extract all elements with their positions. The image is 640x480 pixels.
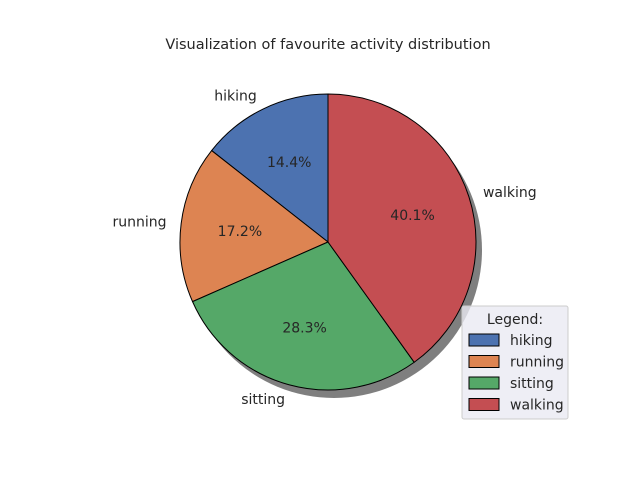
legend-swatch-hiking: [468, 333, 500, 347]
percent-label-hiking: 14.4%: [267, 155, 311, 171]
slice-running: [179, 150, 329, 303]
legend-label-hiking: hiking: [510, 333, 553, 349]
percent-label-sitting: 28.3%: [282, 321, 326, 337]
slice-walking: [327, 93, 477, 363]
category-label-sitting: sitting: [241, 392, 285, 408]
percent-labels: 14.4% 17.2% 28.3% 40.1%: [218, 155, 435, 337]
category-label-hiking: hiking: [214, 89, 257, 105]
chart-title: Visualization of favourite activity dist…: [165, 37, 490, 53]
legend: Legend: hiking running sitting walking: [461, 305, 569, 420]
legend-swatch-walking: [468, 398, 500, 411]
legend-swatch-running: [468, 355, 500, 368]
legend-label-sitting: sitting: [510, 376, 554, 392]
legend-items: hiking running sitting walking: [468, 333, 564, 414]
category-label-running: running: [112, 215, 166, 231]
legend-label-running: running: [510, 355, 564, 371]
percent-label-running: 17.2%: [218, 224, 262, 240]
category-label-walking: walking: [483, 185, 537, 201]
pie-slices: [179, 93, 477, 391]
slice-sitting: [192, 241, 415, 391]
percent-label-walking: 40.1%: [390, 208, 434, 224]
slice-hiking: [211, 93, 329, 243]
legend-swatch-sitting: [468, 376, 500, 390]
category-labels: hiking running sitting walking: [112, 89, 536, 408]
legend-title: Legend:: [487, 312, 543, 328]
legend-label-walking: walking: [510, 398, 564, 414]
